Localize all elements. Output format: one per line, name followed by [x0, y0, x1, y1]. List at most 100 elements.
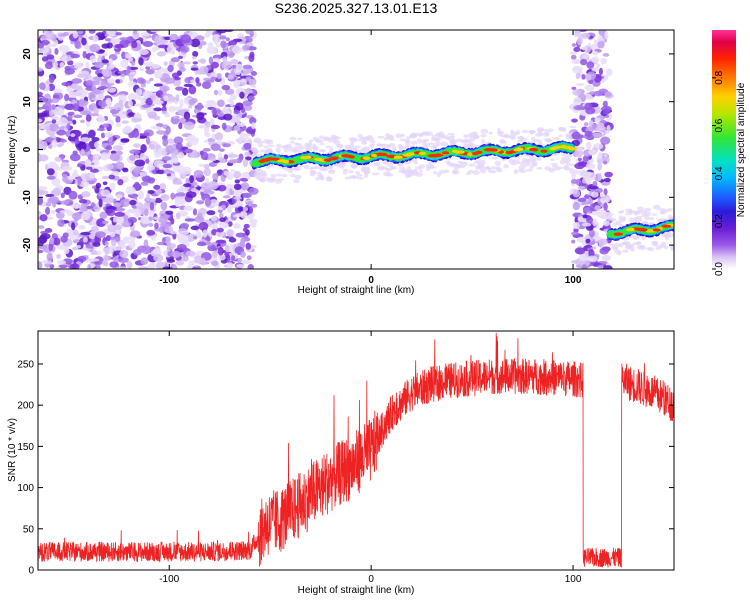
noise-speck [185, 177, 190, 184]
noise-speck [38, 106, 44, 111]
noise-speck [214, 132, 224, 141]
noise-speck [203, 167, 211, 177]
noise-speck [106, 84, 112, 90]
noise-speck [64, 103, 75, 111]
noise-speck [102, 123, 110, 128]
noise-speck [599, 247, 609, 255]
noise-speck [129, 149, 140, 155]
signal-halo [561, 153, 566, 156]
signal-halo [421, 142, 427, 146]
noise-speck [237, 137, 243, 144]
noise-speck [41, 56, 49, 62]
noise-speck [207, 180, 219, 190]
noise-speck [108, 174, 116, 180]
noise-speck [605, 68, 613, 77]
noise-speck [170, 57, 180, 63]
signal-halo [386, 144, 392, 149]
signal-halo [484, 166, 490, 170]
noise-speck [72, 30, 79, 39]
noise-speck [196, 102, 203, 111]
noise-speck [145, 66, 151, 70]
noise-speck [90, 251, 98, 255]
noise-speck [196, 200, 205, 205]
noise-speck [200, 151, 209, 161]
signal-halo [297, 145, 305, 151]
signal-halo [480, 139, 486, 144]
noise-speck [164, 77, 176, 84]
signal-peak [652, 228, 661, 232]
signal-halo [460, 165, 466, 169]
noise-speck [606, 124, 611, 133]
noise-speck [192, 50, 199, 58]
noise-speck [120, 59, 129, 68]
noise-speck [195, 77, 200, 84]
signal-halo [428, 164, 435, 169]
noise-speck [572, 221, 580, 230]
noise-speck [171, 72, 180, 79]
noise-speck [246, 255, 252, 261]
noise-speck [155, 188, 162, 195]
noise-speck [65, 51, 73, 56]
signal-halo [528, 129, 536, 134]
signal-halo [465, 172, 471, 175]
signal-halo [652, 213, 658, 216]
noise-speck [233, 196, 242, 200]
noise-speck [135, 88, 143, 97]
noise-speck [576, 236, 588, 243]
noise-speck [233, 183, 242, 191]
noise-speck [162, 87, 167, 96]
noise-speck [77, 255, 87, 263]
noise-speck [591, 67, 600, 72]
noise-speck [577, 157, 583, 162]
signal-halo [503, 164, 509, 169]
noise-speck [604, 31, 609, 40]
noise-speck [159, 183, 167, 190]
noise-speck [91, 80, 100, 86]
noise-speck [179, 66, 186, 72]
noise-speck [134, 154, 140, 160]
noise-speck [79, 100, 89, 106]
noise-speck [196, 112, 205, 121]
spec-ytick-label: 20 [22, 48, 33, 60]
noise-speck [88, 129, 96, 139]
noise-speck [64, 93, 70, 102]
noise-speck [243, 55, 250, 60]
noise-speck [188, 85, 197, 95]
spec-ytick-label: -10 [22, 190, 33, 205]
noise-speck [131, 129, 140, 138]
noise-speck [241, 259, 252, 265]
noise-speck [233, 109, 240, 115]
noise-speck [226, 229, 234, 237]
noise-speck [585, 163, 596, 169]
noise-speck [59, 210, 69, 214]
noise-speck [145, 80, 151, 84]
signal-halo [281, 173, 288, 178]
noise-speck [114, 211, 125, 217]
noise-speck [128, 208, 135, 213]
noise-speck [210, 216, 218, 222]
noise-speck [56, 143, 63, 148]
signal-halo [480, 128, 489, 134]
noise-speck [215, 239, 227, 244]
signal-halo [531, 162, 538, 168]
noise-speck [144, 91, 153, 96]
signal-peak [441, 151, 450, 155]
signal-halo [418, 169, 423, 172]
noise-speck [106, 42, 113, 49]
noise-speck [240, 182, 250, 191]
noise-speck [224, 88, 235, 95]
noise-speck [215, 230, 225, 238]
noise-speck [63, 246, 70, 255]
noise-speck [207, 42, 214, 48]
noise-speck [118, 257, 129, 263]
noise-speck [70, 83, 78, 89]
noise-speck [597, 40, 605, 49]
noise-speck [251, 84, 257, 89]
signal-halo [488, 131, 493, 135]
noise-speck [46, 168, 55, 176]
noise-speck [121, 51, 126, 60]
signal-halo [318, 166, 327, 171]
noise-speck [57, 259, 66, 265]
noise-speck [112, 218, 119, 223]
signal-halo [256, 177, 261, 180]
